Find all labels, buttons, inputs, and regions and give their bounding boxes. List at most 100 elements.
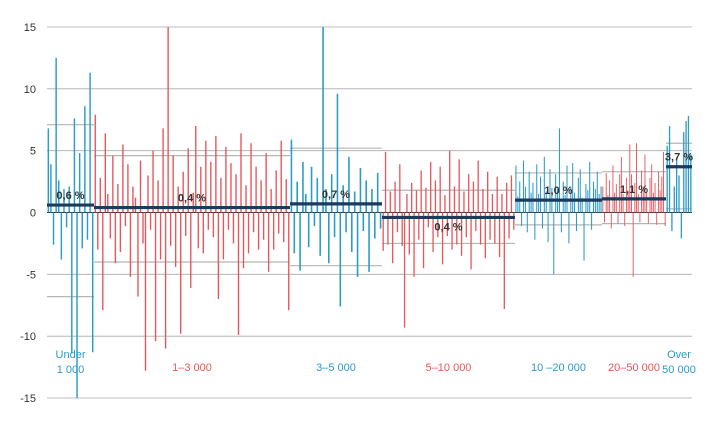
bar: [207, 212, 210, 230]
bar: [641, 170, 643, 213]
bar: [230, 163, 232, 213]
bar: [182, 171, 184, 213]
bar: [225, 146, 227, 213]
bar: [680, 212, 683, 239]
y-tick-label: -15: [20, 393, 36, 405]
y-tick-label: -10: [20, 331, 36, 343]
bar: [94, 114, 96, 213]
bar: [330, 174, 333, 213]
bar: [503, 212, 505, 309]
bar: [192, 192, 194, 213]
bar: [510, 175, 513, 213]
bar: [222, 212, 225, 260]
bar: [632, 212, 634, 277]
bars: [47, 27, 692, 398]
bar: [245, 185, 247, 213]
bar: [288, 212, 290, 311]
bar: [491, 193, 494, 213]
y-tick-label: -5: [26, 269, 36, 281]
bar: [555, 174, 557, 213]
bar: [540, 176, 542, 213]
bar: [371, 189, 373, 213]
bar: [456, 212, 458, 245]
bar: [99, 177, 101, 213]
bar: [396, 212, 399, 233]
bar: [112, 155, 114, 213]
bar: [592, 181, 595, 213]
bar: [460, 212, 463, 256]
bar: [549, 169, 551, 213]
bar: [78, 153, 81, 213]
bar: [299, 212, 301, 271]
bar: [413, 212, 415, 277]
bar: [441, 212, 444, 265]
group-label: 5–10 000: [426, 362, 472, 374]
bar: [52, 212, 55, 245]
y-tick-label: 5: [30, 146, 36, 158]
bar: [656, 212, 658, 225]
group-mean-lines: 0,6 % 0,4 % 0,7 % 0,4 % 1,0 % 1,1 % 3,7 %: [47, 152, 693, 233]
bar: [50, 164, 52, 213]
bar: [596, 171, 598, 213]
bar: [47, 128, 50, 213]
bar: [568, 212, 570, 244]
bar: [272, 212, 275, 250]
bar: [159, 212, 162, 260]
bar: [283, 212, 285, 243]
mean-label: 0,6 %: [56, 190, 84, 202]
bar: [392, 212, 394, 264]
bar: [668, 125, 671, 213]
bar: [250, 143, 252, 213]
bar: [81, 212, 83, 249]
bar: [109, 212, 112, 239]
bar: [257, 212, 260, 250]
group-labels: Under 1 000 1–3 000 3–5 000 5–10 000 10 –20 0…: [56, 349, 696, 376]
bar: [63, 189, 65, 213]
bar: [154, 212, 157, 342]
bar: [365, 180, 367, 213]
bar: [260, 180, 262, 213]
bar: [663, 151, 664, 213]
bar: [220, 177, 222, 213]
bar: [227, 212, 230, 230]
bar: [439, 166, 441, 213]
bar: [102, 212, 104, 311]
bar: [479, 212, 482, 245]
bar: [489, 212, 491, 240]
bar: [368, 212, 370, 272]
bar: [470, 212, 472, 270]
bar: [202, 212, 204, 254]
bar: [280, 140, 282, 213]
bar: [255, 166, 257, 213]
bar: [262, 212, 265, 240]
bar: [522, 160, 525, 213]
bar: [690, 154, 692, 213]
bar: [664, 212, 666, 227]
y-tick-label: 15: [24, 22, 36, 34]
bar: [560, 212, 562, 233]
mean-label: 1,0 %: [544, 185, 572, 197]
group-label: 50 000: [662, 364, 696, 376]
bar: [415, 190, 418, 213]
bar: [420, 170, 422, 213]
bar: [345, 212, 347, 233]
bar: [589, 161, 591, 213]
bar: [558, 128, 560, 213]
bar: [124, 212, 127, 227]
bar: [501, 193, 503, 213]
bar: [210, 161, 212, 213]
bar: [376, 172, 379, 213]
bar: [463, 191, 465, 213]
bar: [614, 192, 616, 213]
bar: [425, 187, 427, 213]
bar: [119, 212, 122, 253]
bar: [91, 212, 94, 353]
group-label: 3–5 000: [316, 362, 356, 374]
bar: [526, 212, 528, 233]
bar: [528, 171, 530, 213]
bar: [265, 153, 267, 213]
mean-label: 3,7 %: [665, 152, 693, 164]
group-label: 20–50 000: [608, 362, 660, 374]
bar: [468, 174, 470, 213]
bar: [617, 212, 619, 224]
